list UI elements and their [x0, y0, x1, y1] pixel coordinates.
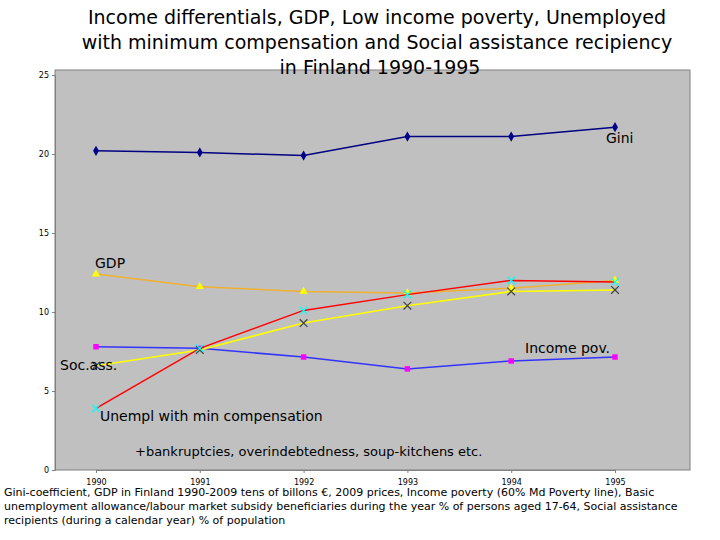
tick-mark	[304, 470, 305, 473]
series-group	[92, 122, 619, 412]
marker	[92, 405, 100, 413]
marker	[611, 278, 619, 286]
title: Income differentials, GDP, Low income po…	[82, 6, 679, 78]
tick-mark	[52, 312, 55, 313]
marker	[300, 307, 308, 315]
y-axis: 0 5 10 15 20 25	[39, 71, 56, 475]
tick-mark	[52, 470, 55, 471]
plot-area	[55, 70, 690, 470]
caption: Gini-coefficient, GDP in Finland 1990-20…	[4, 486, 681, 527]
tick: 5	[44, 387, 55, 396]
tick: 0	[44, 466, 55, 475]
series-line	[96, 127, 615, 155]
marker	[93, 146, 99, 156]
series-label: Income pov.	[525, 340, 610, 356]
marker	[301, 150, 307, 160]
marker	[612, 354, 617, 359]
marker	[508, 132, 514, 142]
annotation: +bankruptcies, overindebtedness, soup-ki…	[135, 444, 482, 459]
marker	[507, 283, 515, 290]
tick: 25	[39, 71, 55, 80]
marker	[405, 366, 410, 371]
series-line	[96, 274, 615, 293]
tick: 1990	[86, 470, 106, 487]
marker	[507, 288, 515, 296]
tick-mark	[511, 470, 512, 473]
tick: 1993	[398, 470, 418, 487]
marker	[508, 358, 513, 363]
series-label: GDP	[95, 255, 125, 271]
marker	[404, 291, 412, 299]
marker	[507, 277, 515, 285]
series-label: Unempl with min compensation	[100, 408, 323, 424]
tick-mark	[52, 75, 55, 76]
tick-label: 0	[44, 466, 49, 475]
tick-label: 15	[39, 229, 49, 238]
series-label: Soc.ass.	[60, 357, 117, 373]
tick-mark	[52, 154, 55, 155]
marker	[197, 147, 203, 157]
tick: 10	[39, 308, 55, 317]
series-line	[96, 280, 615, 408]
marker	[611, 286, 619, 294]
tick: 20	[39, 150, 55, 159]
tick-label: 5	[44, 387, 49, 396]
tick: 15	[39, 229, 55, 238]
tick-mark	[52, 233, 55, 234]
marker	[196, 282, 204, 289]
tick: 1991	[190, 470, 210, 487]
marker	[404, 132, 410, 142]
tick-mark	[407, 470, 408, 473]
tick-label: 25	[39, 71, 49, 80]
tick-label: 10	[39, 308, 49, 317]
marker	[300, 319, 308, 327]
axis-line	[52, 76, 56, 471]
marker	[301, 354, 306, 359]
series-label: Gini	[606, 130, 634, 146]
tick-mark	[200, 470, 201, 473]
tick-mark	[52, 391, 55, 392]
x-axis: 1990 1991 1992 1993 1994 1995	[86, 470, 625, 487]
marker	[196, 345, 204, 353]
marker	[299, 287, 307, 294]
chart: 0 5 10 15 20 25 1990 1991 1992 1993 1994 1995 Gini GD…	[0, 0, 720, 540]
tick: 1995	[605, 470, 625, 487]
tick-mark	[615, 470, 616, 473]
tick: 1992	[294, 470, 314, 487]
series-line	[96, 290, 615, 366]
marker	[93, 344, 98, 349]
tick-label: 20	[39, 150, 49, 159]
marker	[404, 302, 412, 310]
tick: 1994	[502, 470, 522, 487]
series-labels: Gini GDP Income pov. Soc.ass. Unempl with mi…	[60, 130, 634, 424]
tick-mark	[96, 470, 97, 473]
axis-line	[97, 471, 616, 474]
